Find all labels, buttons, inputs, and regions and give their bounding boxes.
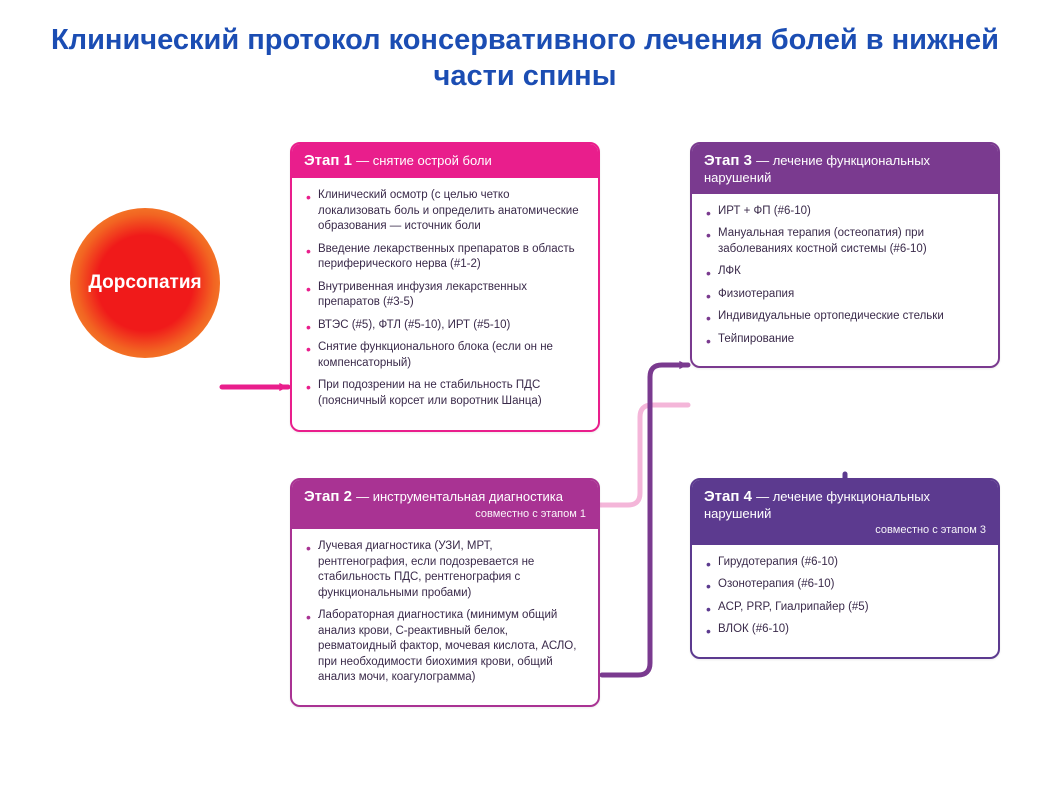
stage-1-body: Клинический осмотр (с целью четко локали… — [292, 178, 598, 428]
stage-label: — инструментальная диагностика — [356, 489, 563, 504]
list-item: Введение лекарственных препаратов в обла… — [306, 242, 584, 273]
stage-label: — снятие острой боли — [356, 153, 492, 168]
list-item: При подозрении на не стабильность ПДС (п… — [306, 378, 584, 409]
list-item: Лучевая диагностика (УЗИ, МРТ, рентгеног… — [306, 539, 584, 601]
list-item: ВТЭС (#5), ФТЛ (#5-10), ИРТ (#5-10) — [306, 318, 584, 334]
stage-1-header: Этап 1 — снятие острой боли — [292, 144, 598, 178]
stage-number: Этап 4 — [704, 488, 756, 505]
list-item: Озонотерапия (#6-10) — [706, 577, 984, 593]
stage-3-header: Этап 3 — лечение функциональных нарушени… — [692, 144, 998, 194]
stage-subtitle: совместно с этапом 3 — [704, 524, 986, 537]
list-item: Физиотерапия — [706, 287, 984, 303]
stage-number: Этап 1 — [304, 152, 356, 169]
list-item: Мануальная терапия (остеопатия) при забо… — [706, 226, 984, 257]
stage-number: Этап 2 — [304, 488, 356, 505]
stage-2-body: Лучевая диагностика (УЗИ, МРТ, рентгеног… — [292, 529, 598, 705]
stage-3-list: ИРТ + ФП (#6-10) Мануальная терапия (осте… — [706, 204, 984, 348]
stage-2-box: Этап 2 — инструментальная диагностика сов… — [290, 478, 600, 707]
list-item: Гирудотерапия (#6-10) — [706, 555, 984, 571]
list-item: Тейпирование — [706, 332, 984, 348]
stage-4-box: Этап 4 — лечение функциональных нарушени… — [690, 478, 1000, 659]
stage-number: Этап 3 — [704, 152, 756, 169]
list-item: ACP, PRP, Гиалрипайер (#5) — [706, 600, 984, 616]
list-item: ИРТ + ФП (#6-10) — [706, 204, 984, 220]
page-title: Клинический протокол консервативного леч… — [0, 0, 1050, 105]
list-item: Клинический осмотр (с целью четко локали… — [306, 188, 584, 235]
stage-4-header: Этап 4 — лечение функциональных нарушени… — [692, 480, 998, 545]
stage-4-list: Гирудотерапия (#6-10) Озонотерапия (#6-10… — [706, 555, 984, 638]
list-item: ВЛОК (#6-10) — [706, 622, 984, 638]
list-item: Снятие функционального блока (если он не… — [306, 340, 584, 371]
list-item: Внутривенная инфузия лекарственных препа… — [306, 280, 584, 311]
list-item: ЛФК — [706, 264, 984, 280]
stage-1-list: Клинический осмотр (с целью четко локали… — [306, 188, 584, 409]
stage-subtitle: совместно с этапом 1 — [304, 508, 586, 521]
stage-3-body: ИРТ + ФП (#6-10) Мануальная терапия (осте… — [692, 194, 998, 367]
stage-1-box: Этап 1 — снятие острой боли Клинический о… — [290, 142, 600, 432]
start-node-label: Дорсопатия — [88, 272, 201, 294]
start-node-dorsopathy: Дорсопатия — [70, 208, 220, 358]
stage-3-box: Этап 3 — лечение функциональных нарушени… — [690, 142, 1000, 368]
stage-4-body: Гирудотерапия (#6-10) Озонотерапия (#6-10… — [692, 545, 998, 657]
stage-2-header: Этап 2 — инструментальная диагностика сов… — [292, 480, 598, 529]
list-item: Лабораторная диагностика (минимум общий … — [306, 608, 584, 686]
list-item: Индивидуальные ортопедические стельки — [706, 309, 984, 325]
stage-2-list: Лучевая диагностика (УЗИ, МРТ, рентгеног… — [306, 539, 584, 686]
